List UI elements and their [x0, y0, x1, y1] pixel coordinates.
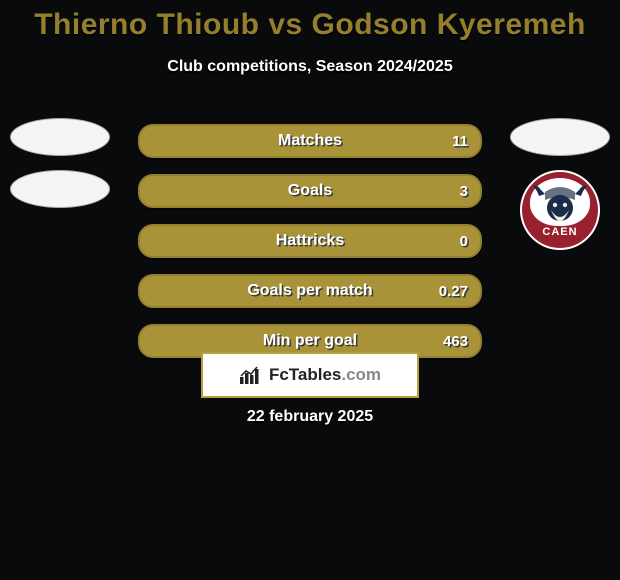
stat-value: 0 [460, 226, 468, 256]
stat-value: 11 [452, 126, 468, 156]
player-a-club-placeholder [10, 170, 110, 208]
player-b-club-badge: CAEN [520, 170, 600, 250]
stats-bars: Matches 11 Goals 3 Hattricks 0 Goals per… [138, 124, 482, 358]
stat-label: Matches [140, 126, 480, 156]
stat-label: Goals [140, 176, 480, 206]
stat-label: Goals per match [140, 276, 480, 306]
club-badge-label: CAEN [520, 226, 600, 238]
brand-text: FcTables.com [269, 365, 381, 385]
bars-icon [239, 365, 263, 385]
stat-bar: Hattricks 0 [138, 224, 482, 258]
stat-bar: Goals 3 [138, 174, 482, 208]
viking-icon [520, 180, 600, 224]
stat-value: 3 [460, 176, 468, 206]
player-a-photo-placeholder [10, 118, 110, 156]
stat-bar: Matches 11 [138, 124, 482, 158]
date-label: 22 february 2025 [0, 408, 620, 426]
stat-value: 463 [443, 326, 468, 356]
stat-label: Hattricks [140, 226, 480, 256]
brand-suffix: .com [341, 365, 381, 384]
player-b-photo-placeholder [510, 118, 610, 156]
stat-value: 0.27 [439, 276, 468, 306]
page-title: Thierno Thioub vs Godson Kyeremeh [0, 0, 620, 42]
brand-name: FcTables [269, 365, 341, 384]
subtitle: Club competitions, Season 2024/2025 [0, 58, 620, 76]
stat-bar: Goals per match 0.27 [138, 274, 482, 308]
brand-watermark: FcTables.com [201, 352, 419, 398]
left-player-column [8, 118, 112, 208]
right-player-column: CAEN [508, 118, 612, 250]
